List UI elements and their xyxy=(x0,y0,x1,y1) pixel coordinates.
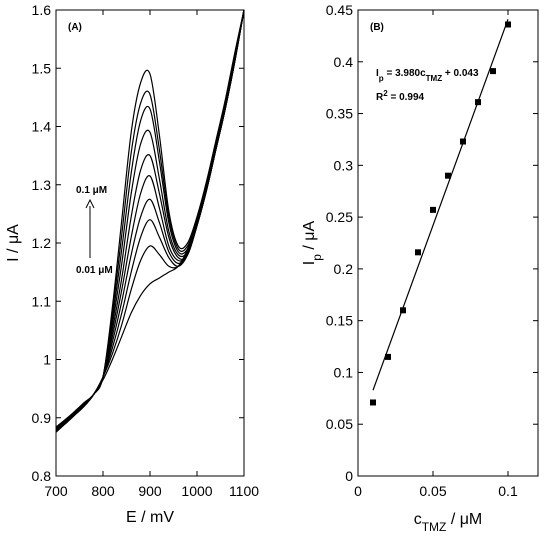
panel-b-y-tick-label: 0.2 xyxy=(334,261,354,277)
panel-b-x-axis-label: cTMZ / μM xyxy=(414,511,483,534)
panel-b: 0 0.05 0.1 0 0.05 0.1 0.15 0.2 0.25 0.3 0.35 0.4 0.4… xyxy=(301,2,539,534)
panel-b-y-tick-label: 0.4 xyxy=(334,54,354,70)
panel-b-fit xyxy=(372,19,509,391)
data-point xyxy=(460,138,466,145)
panel-b-y-axis-label: Ip / μA xyxy=(301,220,324,265)
panel-a-y-tick-label: 1.6 xyxy=(32,2,52,18)
panel-b-y-tick-label: 0.15 xyxy=(326,313,353,329)
panel-a: 700 800 900 1000 1100 0.8 0.9 1 1.1 1.2 1.3 1.4 1.5 1… xyxy=(5,2,259,526)
panel-b-frame xyxy=(357,9,539,477)
data-point xyxy=(490,68,496,75)
panel-a-y-tick-label: 0.9 xyxy=(32,410,52,426)
panel-a-label: (A) xyxy=(68,22,82,33)
data-point xyxy=(475,99,481,106)
panel-b-y-tick-label: 0 xyxy=(345,468,353,484)
panel-b-label: (B) xyxy=(370,22,384,33)
panel-b-y-tick-label: 0.05 xyxy=(326,416,353,432)
arrow-top-label: 0.1 μM xyxy=(76,185,107,196)
panel-b-ticks: 0 0.05 0.1 0 0.05 0.1 0.15 0.2 0.25 0.3 0.35 0.4 0.4… xyxy=(326,2,538,499)
data-point xyxy=(505,21,511,28)
data-point xyxy=(445,172,451,179)
panel-a-x-tick-label: 700 xyxy=(44,483,68,499)
panel-a-y-tick-label: 1 xyxy=(43,352,51,368)
r-squared: R2 = 0.994 xyxy=(376,89,425,104)
data-point xyxy=(430,206,436,213)
panel-a-y-tick-label: 0.8 xyxy=(32,468,52,484)
panel-b-y-tick-label: 0.3 xyxy=(334,157,354,173)
voltammogram-curve-10 xyxy=(55,9,245,428)
panel-a-y-tick-label: 1.2 xyxy=(32,235,52,251)
panel-a-ticks: 700 800 900 1000 1100 0.8 0.9 1 1.1 1.2 1.3 1.4 1.5 1… xyxy=(32,2,260,499)
panel-a-x-tick-label: 1000 xyxy=(181,483,212,499)
panel-b-x-tick-label: 0 xyxy=(354,483,362,499)
panel-b-y-tick-label: 0.35 xyxy=(326,106,353,122)
panel-a-y-tick-label: 1.5 xyxy=(32,60,52,76)
panel-b-x-tick-label: 0.05 xyxy=(419,483,446,499)
panel-b-x-tick-label: 0.1 xyxy=(498,483,518,499)
panel-a-curves xyxy=(55,9,245,433)
data-point xyxy=(415,249,421,256)
fit-equation: Ip = 3.980cTMZ + 0.043 xyxy=(376,68,479,83)
data-point xyxy=(370,399,376,406)
concentration-arrowhead xyxy=(85,198,95,209)
panel-a-y-tick-label: 1.1 xyxy=(32,293,52,309)
data-point xyxy=(385,353,391,360)
panel-b-y-tick-label: 0.1 xyxy=(334,364,354,380)
panel-b-y-tick-label: 0.45 xyxy=(326,2,353,18)
data-point xyxy=(400,307,406,314)
panel-a-x-axis-label: E / mV xyxy=(126,509,174,526)
panel-a-x-tick-label: 900 xyxy=(138,483,162,499)
panel-a-x-tick-label: 800 xyxy=(91,483,115,499)
arrow-bottom-label: 0.01 μM xyxy=(76,265,113,276)
panel-b-y-tick-label: 0.25 xyxy=(326,209,353,225)
linear-fit-line xyxy=(372,19,509,391)
panel-a-y-tick-label: 1.4 xyxy=(32,119,52,135)
panel-a-y-axis-label: I / μA xyxy=(5,224,22,262)
panel-a-x-tick-label: 1100 xyxy=(229,483,259,499)
panel-b-points xyxy=(370,21,511,406)
panel-a-y-tick-label: 1.3 xyxy=(32,177,52,193)
